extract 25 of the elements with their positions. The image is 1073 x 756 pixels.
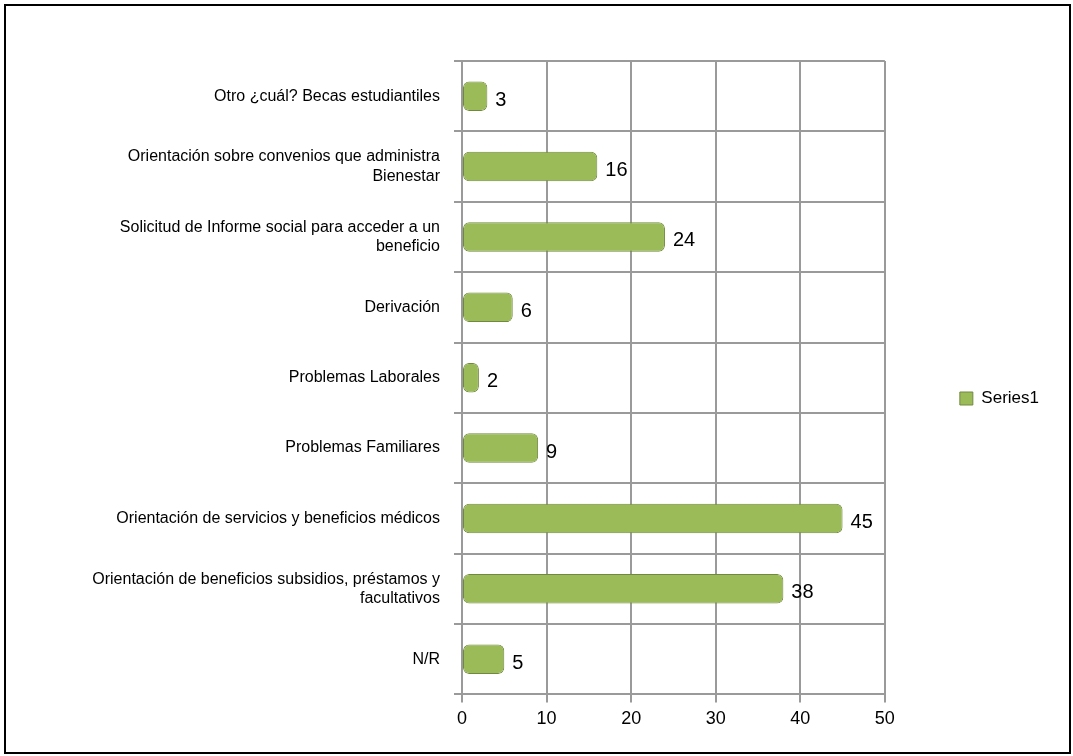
y-tick-label: Orientación de servicios y beneficios médicos (116, 508, 440, 526)
data-label: 2 (486, 369, 499, 392)
y-tick-label: Otro ¿cuál? Becas estudiantiles (214, 86, 440, 104)
y-tick-label: Problemas Laborales (288, 368, 440, 386)
y-tick-label: Orientación de beneficios subsidios, préstamos y facultativos (92, 569, 440, 606)
data-label: 3 (495, 87, 507, 110)
data-label: 16 (605, 158, 628, 181)
x-tick-label: 20 (621, 708, 642, 729)
y-tick-label: N/R (412, 649, 440, 667)
x-tick-label: 0 (456, 708, 468, 729)
legend-label: Series1 (981, 388, 1039, 408)
x-tick-label: 40 (790, 708, 811, 729)
data-label: 45 (850, 509, 873, 532)
y-tick-label: Problemas Familiares (285, 438, 440, 456)
y-tick-label: Derivación (364, 297, 440, 315)
data-label: 24 (672, 228, 696, 251)
x-tick-label: 50 (874, 708, 895, 729)
data-label: 6 (520, 298, 532, 321)
data-label: 9 (546, 439, 558, 462)
x-tick-label: 30 (705, 708, 726, 729)
y-tick-label: Solicitud de Informe social para acceder a un beneficio (119, 217, 441, 254)
data-label: 5 (512, 650, 524, 673)
x-tick-label: 10 (536, 708, 557, 729)
y-tick-label: Orientación sobre convenios que administra Bienestar (127, 147, 441, 184)
data-label: 38 (791, 580, 814, 603)
